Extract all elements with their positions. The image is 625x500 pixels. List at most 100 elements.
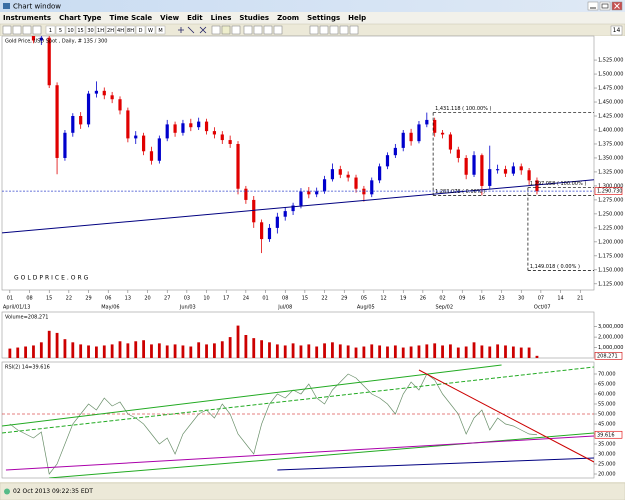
title-bar (0, 0, 625, 12)
timeframe-button[interactable] (135, 25, 146, 35)
tool-icon[interactable] (221, 25, 231, 35)
timeframe-button[interactable] (95, 25, 106, 35)
candle-body (433, 119, 437, 133)
volume-bar (55, 332, 59, 358)
menu-item[interactable]: Edit (187, 14, 203, 22)
maximize-button[interactable] (599, 1, 611, 11)
tool-icon[interactable] (211, 25, 221, 35)
panel-title: Gold Price, USD Spot , Daily, # 135 / 30… (5, 39, 107, 45)
timeframe-button[interactable] (145, 25, 156, 35)
menu-item[interactable]: View (160, 14, 179, 22)
tool-icon[interactable] (319, 25, 329, 35)
tool-icon[interactable] (263, 25, 273, 35)
minimize-button[interactable] (587, 1, 599, 11)
volume-bar (181, 345, 185, 358)
candle-body (165, 124, 169, 139)
toolbar-icons (2, 25, 359, 35)
tool-icon[interactable] (2, 25, 12, 35)
volume-bar (134, 341, 138, 358)
candle-body (511, 166, 515, 174)
menu-item[interactable]: Studies (239, 14, 269, 22)
candle-body (39, 37, 43, 41)
timeframe-button[interactable] (45, 25, 56, 35)
menu-item[interactable]: Chart Type (59, 14, 102, 22)
x-tick-label: 06 (105, 296, 111, 302)
candle-body (47, 37, 51, 86)
tool-icon[interactable] (22, 25, 32, 35)
volume-bar (102, 345, 106, 358)
volume-bar (39, 342, 43, 358)
candle-body (315, 191, 319, 195)
x-tick-label: 01 (7, 296, 13, 302)
tool-icon[interactable] (243, 25, 253, 35)
timeframe-label: W (148, 28, 153, 34)
x-tick-label: 13 (125, 296, 131, 302)
volume-bar (504, 345, 507, 358)
y-tick-label: 35.000 (598, 442, 616, 448)
timeframe-label: 8H (127, 28, 134, 34)
x-tick-label: 09 (459, 296, 465, 302)
tool-icon[interactable] (273, 25, 283, 35)
tool-icon[interactable] (253, 25, 263, 35)
volume-bar (95, 346, 98, 358)
y-tick-label: 1,300.000 (598, 183, 623, 189)
tool-icon[interactable] (32, 25, 42, 35)
timeframe-button[interactable] (125, 25, 136, 35)
candle-body (409, 132, 413, 142)
volume-bar (496, 344, 500, 358)
trend-line (5, 435, 594, 471)
candle-body (181, 123, 185, 133)
tab[interactable] (610, 25, 623, 36)
timeframe-label: 2H (107, 28, 114, 34)
candle-body (488, 169, 492, 186)
panel: 70.00065.00060.00055.00050.00045.00040.0… (1, 361, 623, 479)
menu-item[interactable]: Zoom (277, 14, 299, 22)
menu-item[interactable]: Time Scale (109, 14, 152, 22)
tool-icon[interactable] (349, 25, 359, 35)
timeframe-buttons: 1 5 10 15 30 1H 2H 4H 8H D W M (45, 25, 166, 35)
x-tick-label: 30 (518, 296, 524, 302)
tool-glyphs (178, 26, 207, 34)
volume-bar (213, 343, 216, 358)
menu-item[interactable]: Help (348, 14, 366, 22)
timeframe-button[interactable] (115, 25, 126, 35)
tool-icon[interactable] (339, 25, 349, 35)
menu-item[interactable]: Lines (211, 14, 232, 22)
close-icon (614, 3, 620, 9)
month-label: Aug/05 (357, 305, 375, 311)
volume-bar (362, 346, 366, 358)
timeframe-button[interactable] (65, 25, 76, 35)
timeframe-button[interactable] (55, 25, 66, 35)
tool-icon[interactable] (309, 25, 319, 35)
status-icon (4, 488, 10, 495)
volume-bar (110, 344, 114, 358)
menu-item[interactable]: Instruments (3, 14, 51, 22)
volume-bar (323, 343, 326, 358)
tool-icon[interactable] (329, 25, 339, 35)
x-tick-label: 24 (243, 296, 249, 302)
timeframe-button[interactable] (85, 25, 96, 35)
tool-icon[interactable] (231, 25, 241, 35)
volume-bar (275, 344, 279, 358)
candle-body (79, 116, 83, 125)
trend-line (418, 369, 594, 463)
tool-icon[interactable] (12, 25, 22, 35)
x-tick-label: 15 (46, 296, 52, 302)
window-buttons[interactable] (587, 1, 623, 11)
y-tick-label: 1,525.000 (598, 58, 623, 64)
menu-item[interactable]: Settings (307, 14, 340, 22)
timeframe-button[interactable] (105, 25, 116, 35)
volume-bar (291, 343, 295, 358)
y-tick-label: 1,450.000 (598, 100, 623, 106)
volume-bar (189, 346, 193, 358)
timeframe-button[interactable] (75, 25, 86, 35)
menu: Instruments Chart Type Time Scale View Edit L… (3, 14, 366, 22)
timeframe-button[interactable] (155, 25, 166, 35)
y-tick-label: 1,375.000 (598, 141, 623, 147)
timeframe-label: 30 (87, 28, 93, 34)
volume-bar (346, 345, 350, 358)
x-tick-label: 12 (380, 296, 386, 302)
volume-bar (244, 335, 248, 358)
candle-body (126, 110, 130, 139)
candle-body (448, 134, 453, 150)
